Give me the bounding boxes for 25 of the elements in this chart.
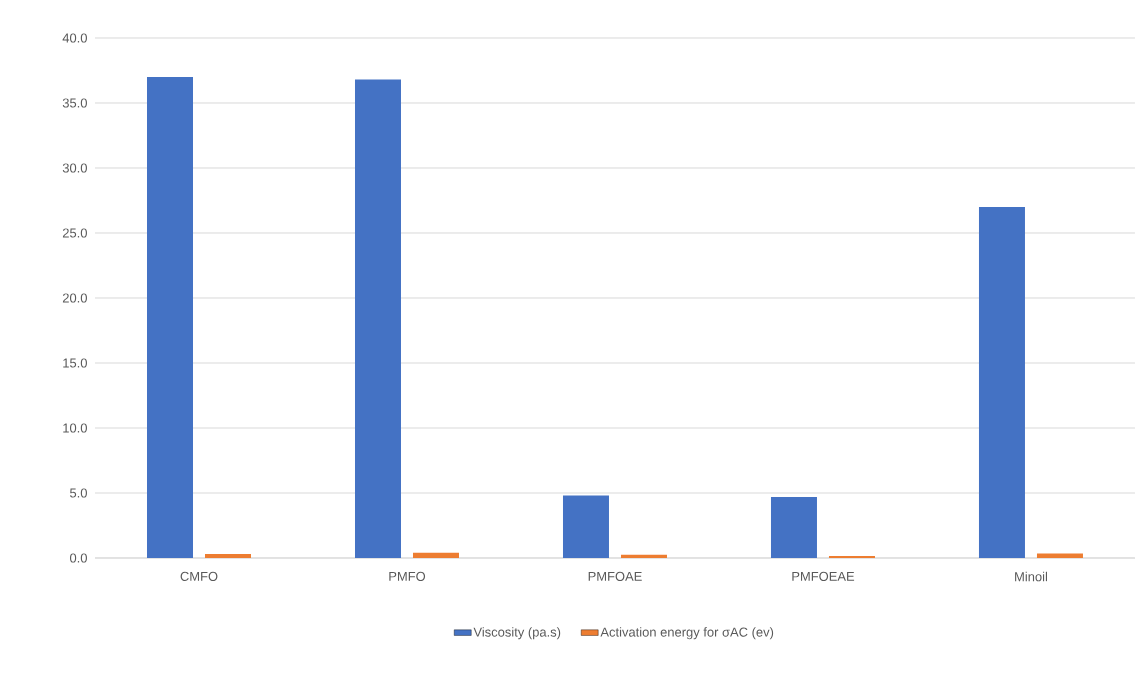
y-tick-label: 5.0 xyxy=(69,488,87,498)
x-tick-label: Minoil xyxy=(1015,571,1048,582)
y-tick-label: 15.0 xyxy=(63,358,87,368)
bar xyxy=(978,207,1025,558)
x-tick-label: PMFO xyxy=(389,571,426,581)
y-tick-label: 0.0 xyxy=(69,553,87,563)
bar xyxy=(770,496,817,558)
x-tick-label: PMFOEAE xyxy=(792,571,855,581)
x-tick-label: CMFO xyxy=(180,571,218,581)
y-tick-label: 40.0 xyxy=(62,33,87,43)
bar xyxy=(562,495,609,558)
bar xyxy=(147,77,193,558)
y-tick-label: 25.0 xyxy=(62,228,87,238)
legend-label: Viscosity (pa.s) xyxy=(473,627,561,640)
y-tick-label: 30.0 xyxy=(62,163,87,173)
y-tick-label: 35.0 xyxy=(62,98,87,108)
bar xyxy=(1036,553,1083,558)
y-tick-label: 20.0 xyxy=(62,293,87,303)
bar xyxy=(354,79,401,558)
x-tick-label: PMFOAE xyxy=(588,571,642,581)
bar xyxy=(412,552,459,558)
bar xyxy=(205,554,251,558)
bar xyxy=(620,554,667,558)
legend-label: Activation energy for σAC (ev) xyxy=(600,627,774,640)
y-tick-label: 10.0 xyxy=(63,423,87,433)
